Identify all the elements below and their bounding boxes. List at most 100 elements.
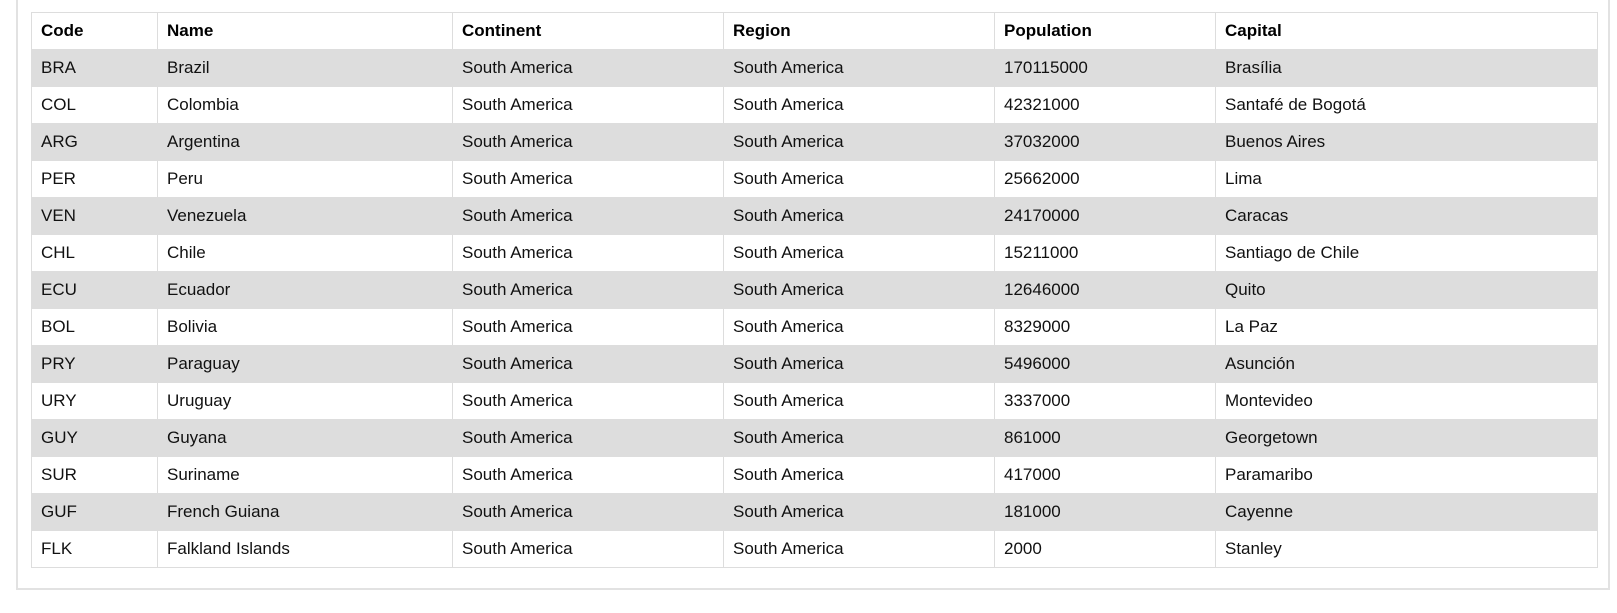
table-row: PER Peru South America South America 2566200…	[31, 160, 1598, 198]
continent-cell: South America	[452, 49, 724, 87]
code-cell: GUY	[31, 419, 158, 457]
population-cell: 3337000	[994, 382, 1216, 420]
region-cell: South America	[723, 49, 995, 87]
region-cell: South America	[723, 382, 995, 420]
population-cell: 42321000	[994, 86, 1216, 124]
table-row: ECU Ecuador South America South America 1264…	[31, 271, 1598, 309]
region-cell: South America	[723, 456, 995, 494]
table-row: CHL Chile South America South America 152110…	[31, 234, 1598, 272]
column-header-population[interactable]: Population	[994, 12, 1216, 50]
name-cell: Guyana	[157, 419, 453, 457]
capital-cell: Montevideo	[1215, 382, 1598, 420]
code-cell: URY	[31, 382, 158, 420]
region-cell: South America	[723, 123, 995, 161]
name-cell: French Guiana	[157, 493, 453, 531]
table-row: SUR Suriname South America South America 417…	[31, 456, 1598, 494]
table-row: ARG Argentina South America South America 37…	[31, 123, 1598, 161]
region-cell: South America	[723, 493, 995, 531]
population-cell: 170115000	[994, 49, 1216, 87]
code-cell: PER	[31, 160, 158, 198]
capital-cell: Santiago de Chile	[1215, 234, 1598, 272]
name-cell: Falkland Islands	[157, 530, 453, 568]
table-row: GUF French Guiana South America South Ameri…	[31, 493, 1598, 531]
capital-cell: Santafé de Bogotá	[1215, 86, 1598, 124]
name-cell: Brazil	[157, 49, 453, 87]
table-row: BRA Brazil South America South America 17011…	[31, 49, 1598, 87]
code-cell: BOL	[31, 308, 158, 346]
continent-cell: South America	[452, 86, 724, 124]
capital-cell: Stanley	[1215, 530, 1598, 568]
region-cell: South America	[723, 197, 995, 235]
column-header-continent[interactable]: Continent	[452, 12, 724, 50]
region-cell: South America	[723, 530, 995, 568]
name-cell: Ecuador	[157, 271, 453, 309]
name-cell: Venezuela	[157, 197, 453, 235]
code-cell: GUF	[31, 493, 158, 531]
region-cell: South America	[723, 86, 995, 124]
capital-cell: Asunción	[1215, 345, 1598, 383]
table-row: VEN Venezuela South America South America 24…	[31, 197, 1598, 235]
capital-cell: Brasília	[1215, 49, 1598, 87]
column-header-name[interactable]: Name	[157, 12, 453, 50]
name-cell: Suriname	[157, 456, 453, 494]
population-cell: 24170000	[994, 197, 1216, 235]
table-row: PRY Paraguay South America South America 549…	[31, 345, 1598, 383]
name-cell: Bolivia	[157, 308, 453, 346]
code-cell: FLK	[31, 530, 158, 568]
column-header-region[interactable]: Region	[723, 12, 995, 50]
capital-cell: Quito	[1215, 271, 1598, 309]
region-cell: South America	[723, 234, 995, 272]
population-cell: 181000	[994, 493, 1216, 531]
name-cell: Chile	[157, 234, 453, 272]
population-cell: 861000	[994, 419, 1216, 457]
table-row: FLK Falkland Islands South America South Am…	[31, 530, 1598, 568]
region-cell: South America	[723, 271, 995, 309]
continent-cell: South America	[452, 345, 724, 383]
capital-cell: Georgetown	[1215, 419, 1598, 457]
population-cell: 417000	[994, 456, 1216, 494]
code-cell: COL	[31, 86, 158, 124]
code-cell: VEN	[31, 197, 158, 235]
column-header-code[interactable]: Code	[31, 12, 158, 50]
continent-cell: South America	[452, 123, 724, 161]
code-cell: BRA	[31, 49, 158, 87]
continent-cell: South America	[452, 197, 724, 235]
continent-cell: South America	[452, 271, 724, 309]
column-header-capital[interactable]: Capital	[1215, 12, 1598, 50]
code-cell: ARG	[31, 123, 158, 161]
table-row: GUY Guyana South America South America 86100…	[31, 419, 1598, 457]
table-header: Code Name Continent Region Population Ca…	[31, 12, 1598, 50]
capital-cell: Buenos Aires	[1215, 123, 1598, 161]
region-cell: South America	[723, 419, 995, 457]
capital-cell: Lima	[1215, 160, 1598, 198]
region-cell: South America	[723, 160, 995, 198]
capital-cell: Paramaribo	[1215, 456, 1598, 494]
capital-cell: Cayenne	[1215, 493, 1598, 531]
name-cell: Colombia	[157, 86, 453, 124]
population-cell: 2000	[994, 530, 1216, 568]
capital-cell: Caracas	[1215, 197, 1598, 235]
population-cell: 15211000	[994, 234, 1216, 272]
continent-cell: South America	[452, 234, 724, 272]
table-row: URY Uruguay South America South America 3337…	[31, 382, 1598, 420]
code-cell: ECU	[31, 271, 158, 309]
region-cell: South America	[723, 345, 995, 383]
code-cell: SUR	[31, 456, 158, 494]
name-cell: Peru	[157, 160, 453, 198]
population-cell: 5496000	[994, 345, 1216, 383]
region-cell: South America	[723, 308, 995, 346]
capital-cell: La Paz	[1215, 308, 1598, 346]
continent-cell: South America	[452, 456, 724, 494]
continent-cell: South America	[452, 308, 724, 346]
population-cell: 37032000	[994, 123, 1216, 161]
population-cell: 8329000	[994, 308, 1216, 346]
code-cell: CHL	[31, 234, 158, 272]
population-cell: 12646000	[994, 271, 1216, 309]
code-cell: PRY	[31, 345, 158, 383]
continent-cell: South America	[452, 530, 724, 568]
continent-cell: South America	[452, 160, 724, 198]
continent-cell: South America	[452, 493, 724, 531]
header-row: Code Name Continent Region Population Ca…	[31, 12, 1598, 50]
continent-cell: South America	[452, 382, 724, 420]
name-cell: Argentina	[157, 123, 453, 161]
